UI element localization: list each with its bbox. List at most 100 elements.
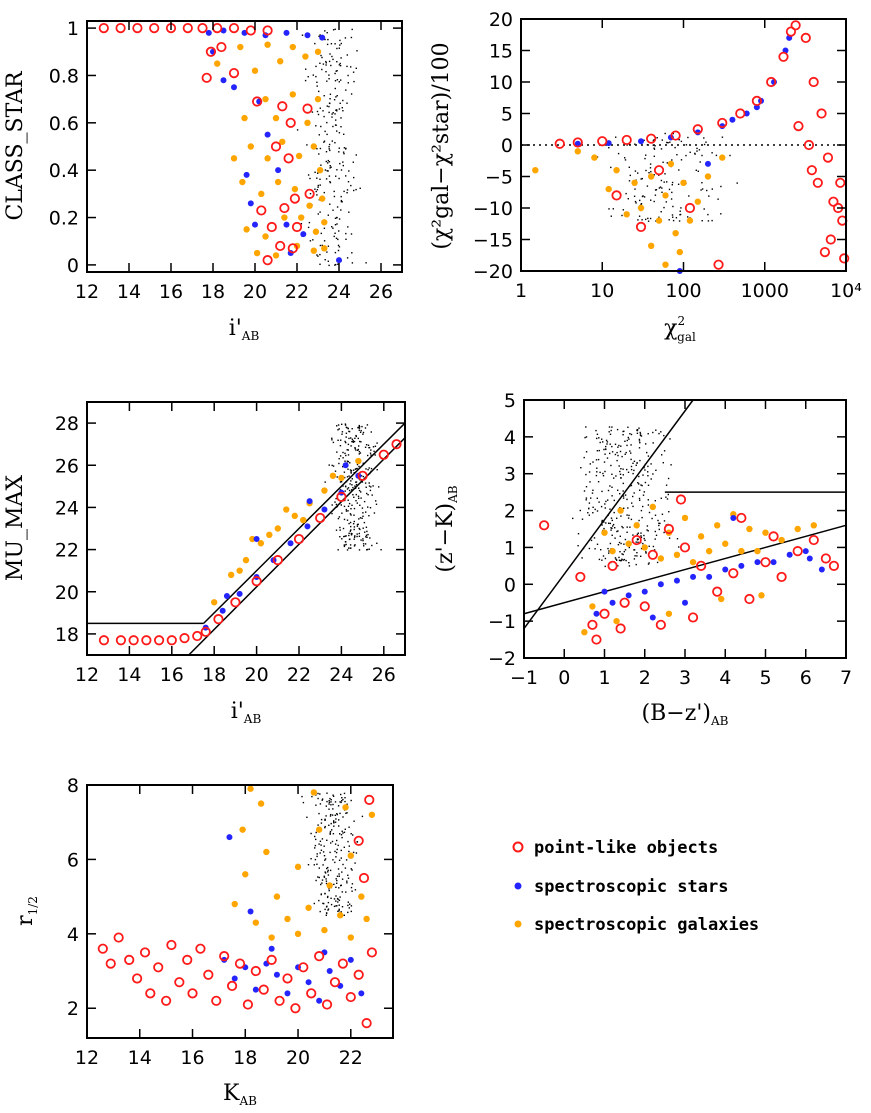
photometric-point [592,506,594,508]
photometric-point [579,509,581,512]
photometric-point [320,125,322,128]
photometric-point [344,800,346,803]
star-point [304,523,311,530]
photometric-point [619,493,621,495]
photometric-point [346,192,348,194]
point-like-marker [572,137,583,148]
photometric-point [621,525,623,528]
photometric-point [326,43,329,46]
photometric-point [359,517,362,519]
photometric-point [335,851,338,854]
galaxy-point [613,617,620,625]
photometric-point [326,251,328,253]
photometric-point [319,852,321,854]
photometric-point [338,908,340,910]
photometric-point [671,181,674,184]
photometric-point [344,476,346,479]
point-like-marker [619,597,630,608]
star-point [253,536,260,543]
galaxy-point [302,53,309,60]
galaxy-point [581,629,588,636]
point-like-marker [839,253,850,264]
point-like-marker [353,835,364,846]
photometric-point [352,161,354,163]
galaxy-point [300,516,307,524]
photometric-point [362,543,365,545]
photometric-point [359,431,362,433]
point-like-marker [141,635,152,646]
photometric-point [341,201,343,203]
photometric-point [343,792,346,795]
photometric-point [329,181,331,183]
photometric-point [653,148,656,150]
photometric-point [643,534,645,537]
photometric-point [315,804,317,806]
photometric-point [335,503,338,506]
photometric-point [355,468,357,470]
photometric-point [353,80,355,83]
photometric-point [346,54,348,56]
photometric-point [350,66,352,68]
galaxy-point [601,529,608,536]
photometric-point [338,151,340,153]
reference-line [203,422,406,624]
photometric-point [355,67,357,69]
star-point [305,979,312,986]
photometric-point [335,237,338,239]
photometric-point [652,442,654,444]
point-like-marker [768,531,779,542]
photometric-point [626,531,628,533]
point-like-marker [364,794,375,805]
galaxy-point [273,893,281,900]
photometric-point [323,141,325,143]
photometric-point [656,561,659,564]
photometric-point [327,908,330,910]
point-like-marker [192,630,203,642]
photometric-point [350,514,352,516]
photometric-point [337,238,339,241]
photometric-point [344,485,347,487]
galaxy-point [641,544,648,551]
y-tick-label: 26 [55,455,79,477]
photometric-point [336,839,338,842]
galaxy-point [247,785,254,792]
photometric-point [326,32,328,34]
photometric-point [350,547,352,549]
photometric-point [676,154,678,156]
point-like-marker [306,988,317,999]
photometric-point [344,423,347,425]
photometric-point [340,117,342,119]
photometric-point [647,484,650,486]
photometric-point [605,522,607,524]
galaxy-point [647,242,655,249]
photometric-point [338,230,340,232]
photometric-point [705,141,707,143]
photometric-point [599,441,601,444]
photometric-point [594,548,596,550]
photometric-point [654,145,656,147]
photometric-point [343,133,345,135]
photometric-point [335,70,337,72]
photometric-point [337,805,340,807]
legend-item-galaxies: spectroscopic galaxies [514,915,759,935]
point-like-marker [200,626,211,637]
galaxy-point [237,43,244,51]
photometric-point [361,517,363,519]
galaxy-point [289,91,296,98]
star-point [638,138,645,145]
photometric-point [330,166,332,168]
point-like-marker [290,1003,301,1014]
photometric-point [605,500,607,503]
photometric-point [649,167,652,169]
photometric-point [674,146,676,149]
photometric-point [329,832,331,834]
photometric-point [311,111,314,113]
photometric-point [668,537,671,539]
point-like-marker [98,635,110,646]
star-point [264,131,271,138]
photometric-point [349,521,352,524]
photometric-point [350,508,352,510]
photometric-point [340,126,342,128]
galaxy-point [241,114,248,122]
photometric-point [655,429,657,431]
